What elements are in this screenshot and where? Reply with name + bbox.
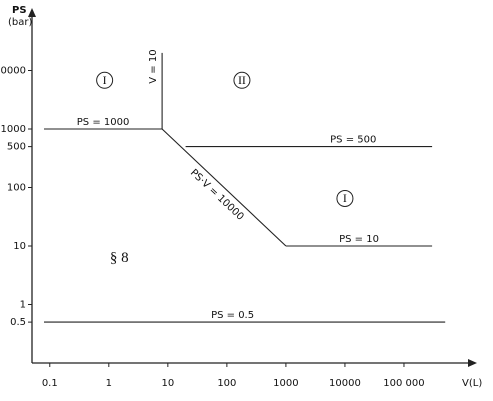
region-marker: [336, 189, 354, 207]
y-tick-label: 0.5: [10, 317, 26, 328]
y-tick-label: 500: [7, 142, 26, 153]
x-tick-label: 100 000: [383, 378, 424, 389]
region-label: II: [238, 73, 246, 87]
x-tick-label: 1: [106, 378, 112, 389]
line-label: PS = 500: [330, 135, 376, 146]
line-label: PS·V = 10000: [188, 167, 246, 222]
y-tick-label: 1: [20, 300, 26, 311]
line-label: PS = 0.5: [211, 310, 254, 321]
region-label: I: [343, 191, 347, 205]
x-axis-label: V(L): [462, 378, 482, 389]
y-tick-label: 1000: [1, 124, 26, 135]
y-tick-label: 10000: [0, 66, 26, 77]
y-tick-label: 100: [7, 183, 26, 194]
y-tick-label: 10: [13, 241, 26, 252]
x-tick-label: 0.1: [42, 378, 58, 389]
region-marker: [233, 71, 251, 89]
y-axis-unit: (bar): [8, 17, 32, 28]
region-label: I: [103, 73, 107, 87]
boundary-line: [161, 128, 287, 247]
line-label: V = 10: [148, 49, 159, 83]
y-axis-label: PS: [12, 5, 27, 16]
y-axis-arrow: [28, 8, 36, 17]
region-label: § 8: [110, 250, 129, 266]
x-tick-label: 10000: [329, 378, 361, 389]
line-label: PS = 1000: [77, 117, 130, 128]
region-marker: [96, 71, 114, 89]
x-tick-label: 100: [217, 378, 236, 389]
x-tick-label: 1000: [273, 378, 298, 389]
line-label: PS = 10: [339, 234, 379, 245]
x-tick-label: 10: [161, 378, 174, 389]
x-axis-arrow: [468, 359, 477, 367]
